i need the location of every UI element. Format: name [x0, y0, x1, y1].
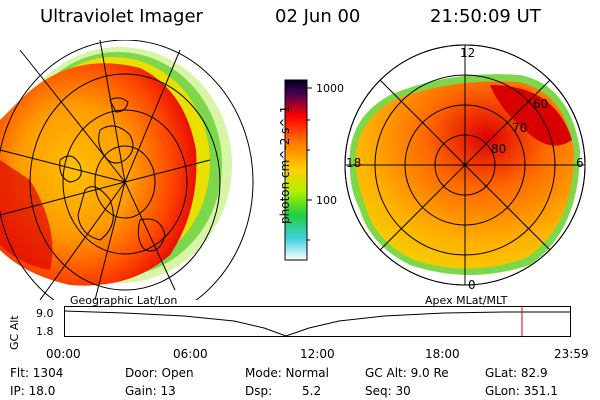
gc-alt-status: GC Alt: 9.0 Re: [365, 366, 449, 380]
mlat-label-80: 80: [491, 142, 507, 156]
instrument-title: Ultraviolet Imager: [40, 6, 203, 27]
date-label: 02 Jun 00: [275, 6, 361, 27]
timeline-ylabel: GC Alt: [8, 315, 21, 350]
timeline-xtick-12: 12:00: [300, 347, 335, 361]
colorbar-tick-100: 100: [316, 194, 337, 207]
apex-polar-plot: [344, 44, 586, 286]
mlt-label-18: 18: [346, 156, 362, 170]
geographic-caption: Geographic Lat/Lon: [70, 294, 178, 307]
timeline-xtick-18: 18:00: [425, 347, 460, 361]
dsp-label: Dsp:: [245, 384, 273, 398]
mode-status: Mode: Normal: [245, 366, 329, 380]
ip-status: IP: 18.0: [10, 384, 56, 398]
timeline-xtick-2359: 23:59: [554, 347, 589, 361]
timeline-xtick-06: 06:00: [173, 347, 208, 361]
colorbar-tick-1000: 1000: [316, 82, 344, 95]
dsp-value: 5.2: [302, 384, 322, 398]
colorbar: [284, 79, 312, 261]
seq-status: Seq: 30: [365, 384, 411, 398]
timeline-ytick-1.8: 1.8: [36, 325, 54, 338]
glat-status: GLat: 82.9: [485, 366, 548, 380]
mlat-label-70: 70: [512, 121, 528, 135]
apex-caption: Apex MLat/MLT: [425, 294, 508, 307]
mlt-label-0: 0: [468, 278, 476, 292]
altitude-timeline: [63, 306, 571, 337]
glon-status: GLon: 351.1: [485, 384, 558, 398]
gain-status: Gain: 13: [125, 384, 176, 398]
colorbar-unit-label: photon cm^-2 s^-1: [278, 105, 292, 224]
timeline-ytick-9: 9.0: [36, 307, 54, 320]
geographic-auroral-image: [0, 40, 254, 300]
mlt-label-6: 6: [576, 156, 584, 170]
mlat-label-60: 60: [533, 97, 549, 111]
door-status: Door: Open: [125, 366, 194, 380]
time-label: 21:50:09 UT: [430, 6, 541, 27]
timeline-xtick-00: 00:00: [46, 347, 81, 361]
mlt-label-12: 12: [460, 46, 476, 60]
flight-status: Flt: 1304: [10, 366, 64, 380]
